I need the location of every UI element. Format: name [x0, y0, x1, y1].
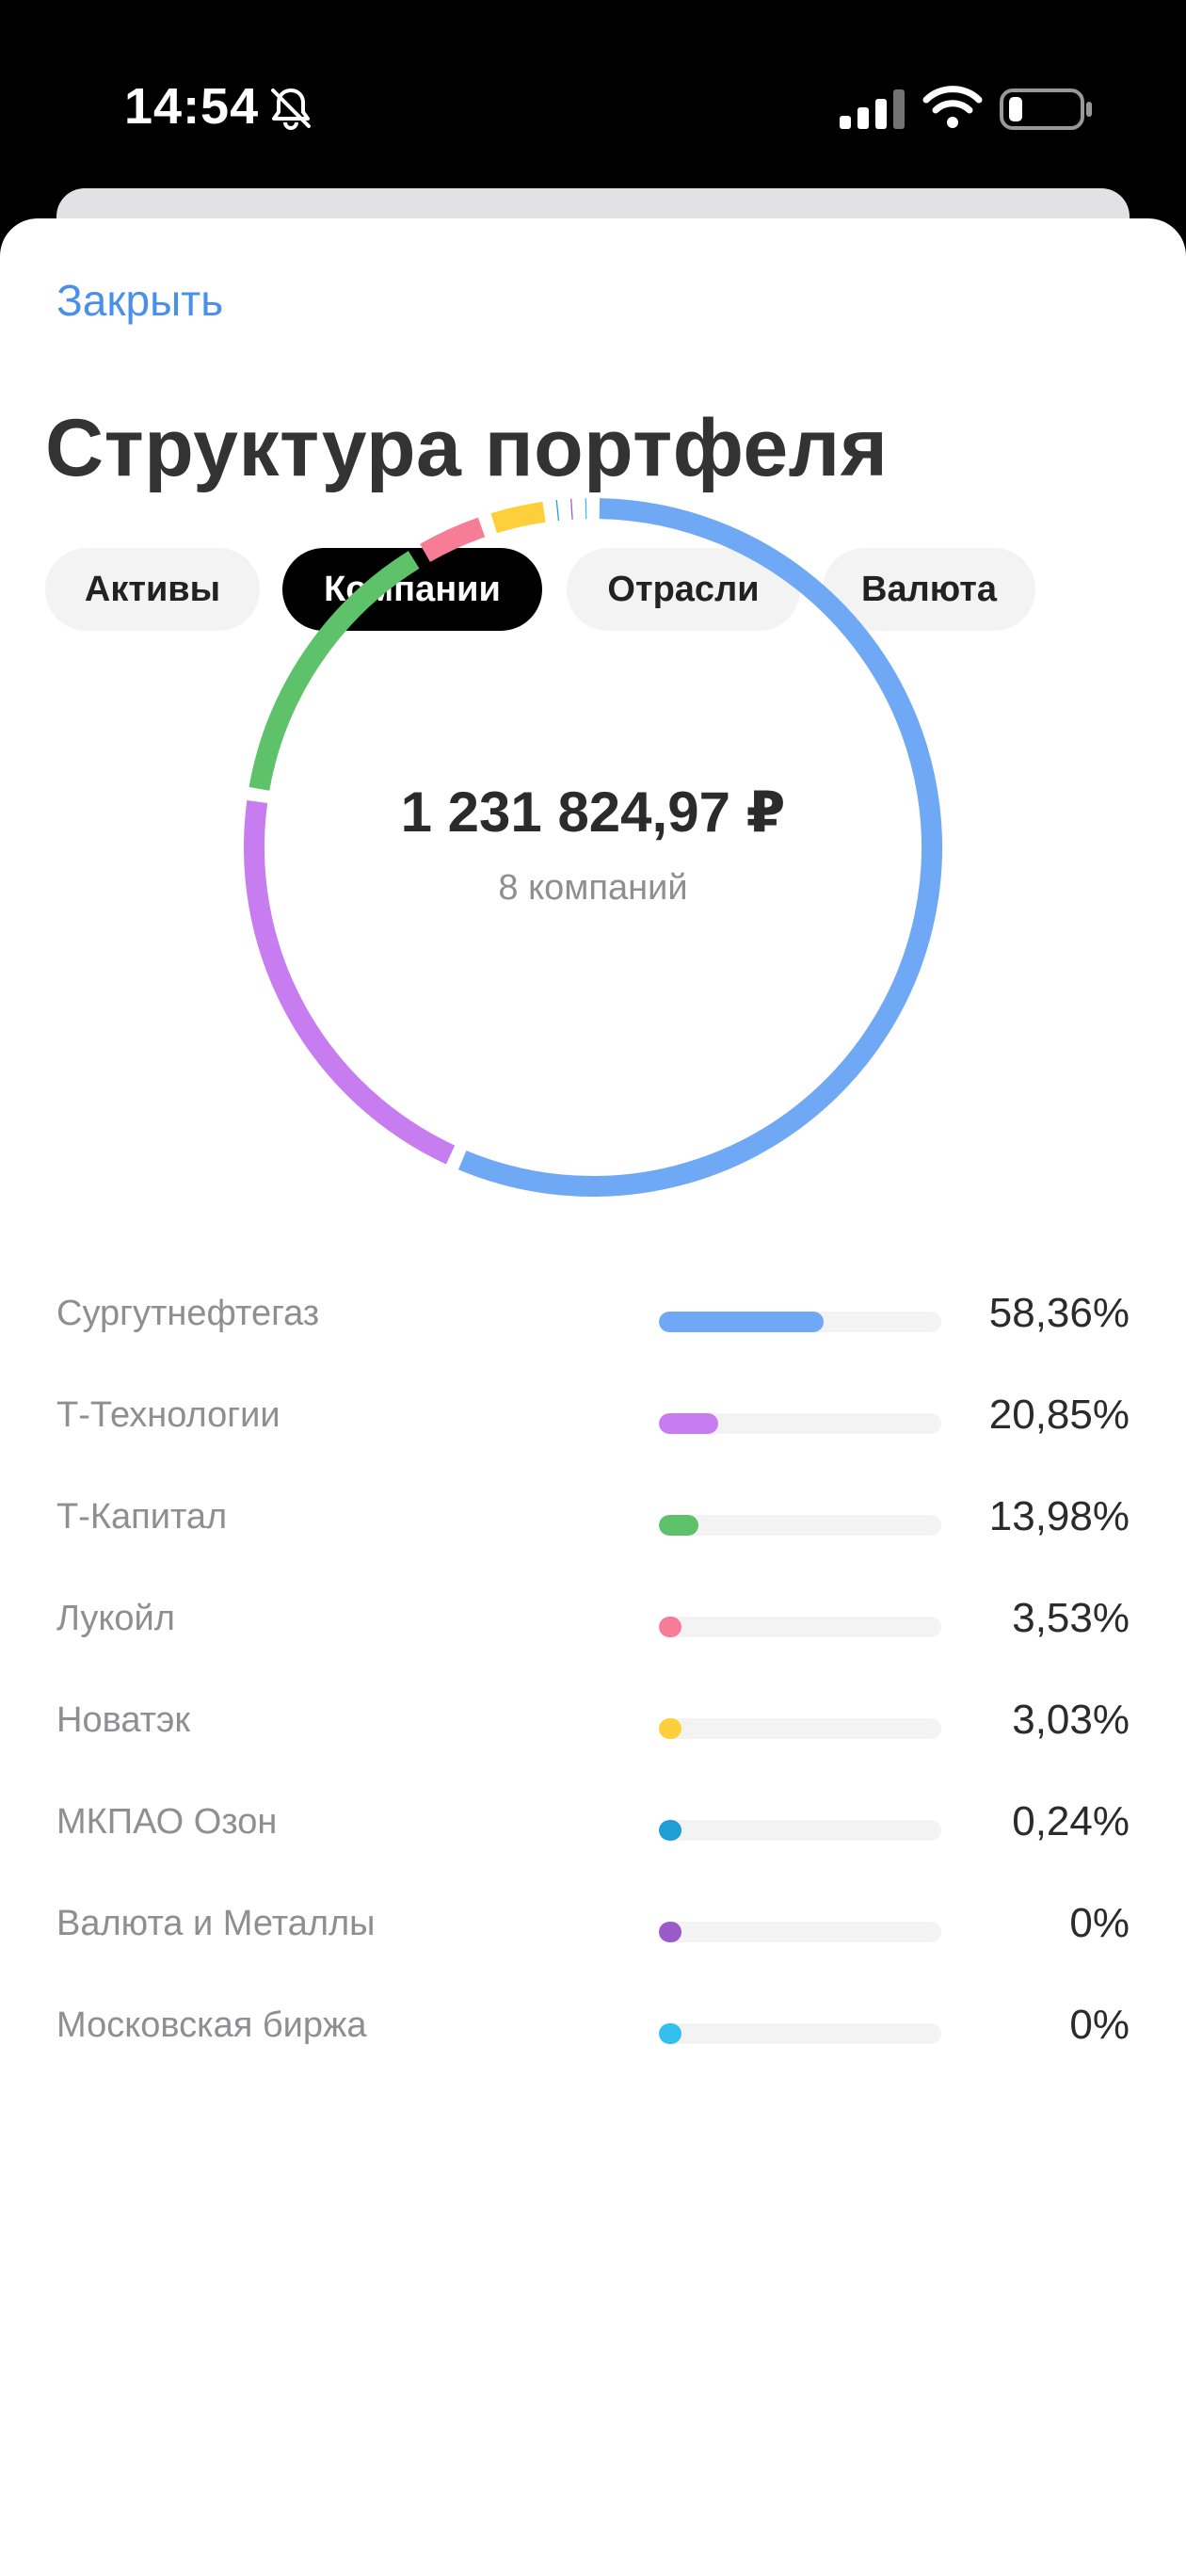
share-bar-fill [659, 1312, 825, 1332]
share-bar-track [659, 1617, 941, 1637]
status-time: 14:54 [124, 78, 260, 135]
list-item[interactable]: Т-Капитал 13,98% [0, 1484, 1186, 1559]
share-bar-fill [659, 1718, 681, 1739]
portfolio-donut-chart [244, 498, 942, 1197]
company-name: Сургутнефтегаз [56, 1294, 320, 1333]
share-bar-track [659, 1515, 941, 1536]
share-percent: 0% [1069, 2002, 1130, 2048]
status-bar: 14:54 [0, 0, 1186, 188]
company-name: Лукойл [56, 1599, 175, 1638]
tab-assets[interactable]: Активы [45, 548, 260, 631]
share-bar-track [659, 1820, 941, 1841]
share-bar-track [659, 1312, 941, 1332]
share-bar-fill [659, 1413, 718, 1434]
company-name: Валюта и Металлы [56, 1904, 376, 1943]
company-name: Т-Технологии [56, 1395, 280, 1435]
share-bar-fill [659, 1922, 681, 1942]
companies-count: 8 компаний [498, 868, 688, 908]
share-bar-fill [659, 1515, 698, 1536]
list-item[interactable]: Т-Технологии 20,85% [0, 1382, 1186, 1457]
page-title: Структура портфеля [45, 403, 889, 493]
portfolio-structure-sheet: Закрыть Структура портфеля Активы Компан… [0, 218, 1186, 2576]
list-item[interactable]: Валюта и Металлы 0% [0, 1891, 1186, 1966]
share-percent: 58,36% [988, 1290, 1130, 1336]
bell-slash-icon [271, 89, 311, 130]
share-percent: 13,98% [988, 1493, 1130, 1539]
company-name: МКПАО Озон [56, 1802, 278, 1842]
tab-currency[interactable]: Валюта [823, 548, 1035, 631]
company-name: Московская биржа [56, 2005, 367, 2045]
share-percent: 3,03% [1012, 1697, 1130, 1743]
close-button[interactable]: Закрыть [56, 276, 224, 325]
share-bar-track [659, 1718, 941, 1739]
donut-slice-3 [248, 551, 420, 791]
list-item[interactable]: МКПАО Озон 0,24% [0, 1789, 1186, 1864]
donut-slice-2 [244, 799, 456, 1165]
portfolio-total: 1 231 824,97 ₽ [400, 781, 786, 844]
share-percent: 0,24% [1012, 1798, 1130, 1844]
share-bar-fill [659, 1820, 681, 1841]
donut-slice-5 [490, 501, 546, 534]
share-bar-track [659, 1413, 941, 1434]
donut-slice-4 [420, 517, 486, 562]
donut-slice-1 [457, 498, 942, 1197]
list-item[interactable]: Сургутнефтегаз 58,36% [0, 1280, 1186, 1356]
share-bar-track [659, 1922, 941, 1942]
share-percent: 20,85% [988, 1392, 1130, 1438]
company-name: Т-Капитал [56, 1497, 228, 1537]
list-item[interactable]: Лукойл 3,53% [0, 1586, 1186, 1661]
list-item[interactable]: Московская биржа 0% [0, 1992, 1186, 2068]
share-percent: 0% [1069, 1900, 1130, 1946]
share-bar-fill [659, 1617, 681, 1637]
wifi-icon [922, 86, 983, 128]
share-percent: 3,53% [1012, 1595, 1130, 1641]
share-bar-fill [659, 2023, 681, 2044]
battery-icon [1000, 89, 1092, 130]
company-name: Новатэк [56, 1700, 191, 1740]
list-item[interactable]: Новатэк 3,03% [0, 1687, 1186, 1763]
share-bar-track [659, 2023, 941, 2044]
cellular-signal-icon [840, 89, 905, 129]
